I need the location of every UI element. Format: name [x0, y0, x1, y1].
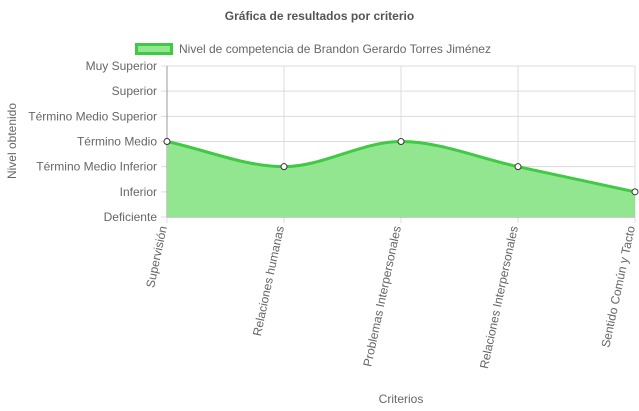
chart-title: Gráfica de resultados por criterio	[224, 9, 415, 23]
y-tick-label: Término Medio Inferior	[36, 160, 157, 174]
x-tick-label: Sentido Común y Tacto	[598, 224, 638, 348]
legend-label: Nivel de competencia de Brandon Gerardo …	[179, 42, 491, 56]
data-point	[280, 163, 288, 171]
x-tick-label: Relaciones humanas	[250, 225, 287, 338]
data-point	[631, 188, 639, 196]
y-tick-label: Inferior	[120, 185, 157, 199]
y-tick-label: Término Medio Superior	[28, 109, 157, 123]
data-point	[514, 163, 522, 171]
y-tick-label: Superior	[112, 84, 157, 98]
y-tick-label: Deficiente	[104, 210, 158, 224]
legend[interactable]: Nivel de competencia de Brandon Gerardo …	[135, 41, 491, 57]
y-tick-label: Muy Superior	[86, 59, 157, 73]
x-tick-label: Problemas Interpersonales	[360, 225, 404, 368]
series-area	[167, 141, 635, 217]
x-axis-title: Criterios	[378, 392, 424, 406]
x-tick-label: Relaciones Interpersonales	[477, 225, 521, 370]
data-point	[397, 138, 405, 145]
y-tick-label: Término Medio	[77, 135, 157, 149]
data-point	[163, 138, 171, 145]
legend-swatch	[135, 43, 173, 55]
x-tick-label: Supervisión	[143, 225, 170, 289]
